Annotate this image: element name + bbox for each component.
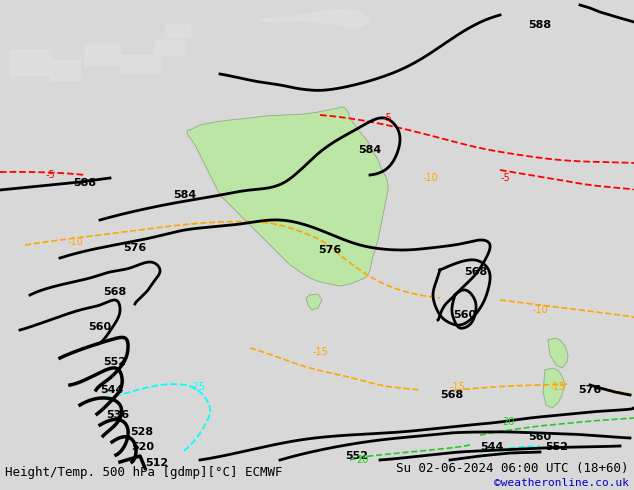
Text: -15: -15 (449, 382, 465, 392)
Text: Su 02-06-2024 06:00 UTC (18+60): Su 02-06-2024 06:00 UTC (18+60) (396, 462, 629, 474)
Text: -5: -5 (45, 170, 55, 180)
Polygon shape (187, 107, 388, 286)
Text: -5: -5 (382, 113, 392, 123)
Text: 20: 20 (356, 455, 368, 465)
Text: ©weatheronline.co.uk: ©weatheronline.co.uk (494, 478, 629, 488)
Polygon shape (165, 25, 190, 37)
Text: -5: -5 (500, 173, 510, 183)
Polygon shape (85, 45, 120, 65)
Polygon shape (306, 294, 322, 310)
Text: 528: 528 (131, 427, 153, 437)
Text: 568: 568 (441, 390, 463, 400)
Text: 560: 560 (528, 432, 552, 442)
Text: 552: 552 (346, 451, 368, 461)
Text: 584: 584 (173, 190, 197, 200)
Text: 576: 576 (578, 385, 602, 395)
Text: 588: 588 (74, 178, 96, 188)
Text: 576: 576 (318, 245, 342, 255)
Polygon shape (260, 10, 370, 28)
Polygon shape (120, 55, 160, 73)
Text: 520: 520 (131, 442, 155, 452)
Text: -10: -10 (67, 237, 83, 247)
Text: -25: -25 (190, 382, 206, 392)
Text: -10: -10 (422, 173, 438, 183)
Text: 560: 560 (453, 310, 477, 320)
Polygon shape (543, 368, 565, 408)
Text: 512: 512 (145, 458, 169, 468)
Text: 588: 588 (528, 20, 552, 30)
Text: 568: 568 (464, 267, 488, 277)
Polygon shape (10, 50, 50, 75)
Text: 552: 552 (103, 357, 127, 367)
Text: 536: 536 (107, 410, 129, 420)
Text: Height/Temp. 500 hPa [gdmp][°C] ECMWF: Height/Temp. 500 hPa [gdmp][°C] ECMWF (5, 466, 283, 479)
Text: 544: 544 (481, 442, 503, 452)
Polygon shape (155, 40, 185, 55)
Text: 568: 568 (103, 287, 127, 297)
Text: -10: -10 (532, 305, 548, 315)
Text: 576: 576 (124, 243, 146, 253)
Polygon shape (50, 60, 80, 80)
Text: 544: 544 (100, 385, 124, 395)
Text: -15: -15 (549, 382, 565, 392)
Text: 552: 552 (545, 442, 569, 452)
Text: 20: 20 (502, 417, 514, 427)
Text: 560: 560 (88, 322, 112, 332)
Text: -15: -15 (312, 347, 328, 357)
Polygon shape (548, 338, 568, 368)
Text: 584: 584 (358, 145, 382, 155)
